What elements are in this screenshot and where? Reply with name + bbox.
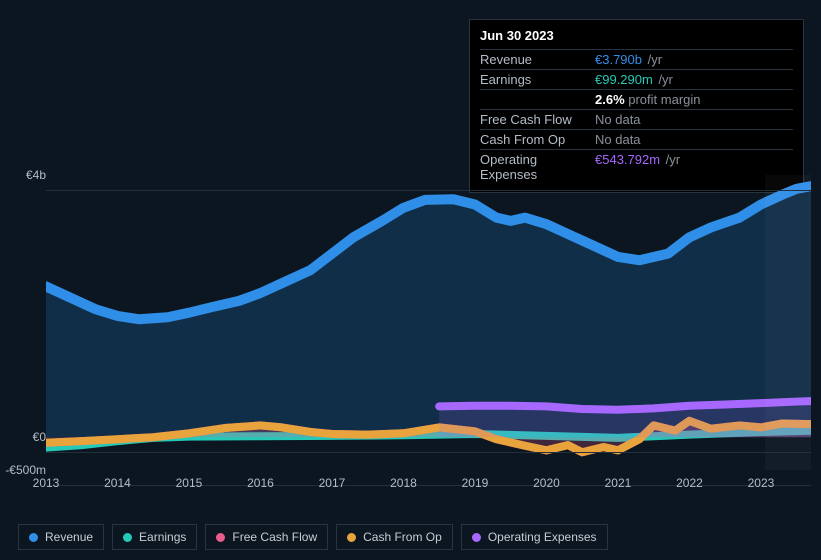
legend-label: Earnings xyxy=(139,530,186,544)
legend-swatch xyxy=(29,533,38,542)
legend-item-operating-expenses[interactable]: Operating Expenses xyxy=(461,524,608,550)
chart-svg xyxy=(46,175,811,470)
tooltip-label: Revenue xyxy=(480,52,595,67)
tooltip-label: Earnings xyxy=(480,72,595,87)
tooltip-value: €99.290m /yr xyxy=(595,72,673,87)
legend-item-revenue[interactable]: Revenue xyxy=(18,524,104,550)
x-tick-label: 2014 xyxy=(104,476,131,490)
x-tick-label: 2020 xyxy=(533,476,560,490)
x-tick-label: 2018 xyxy=(390,476,417,490)
x-tick-label: 2021 xyxy=(605,476,632,490)
legend-label: Free Cash Flow xyxy=(232,530,317,544)
x-tick-label: 2016 xyxy=(247,476,274,490)
forecast-band xyxy=(765,175,811,470)
y-tick-label: €4b xyxy=(26,168,46,182)
legend-label: Revenue xyxy=(45,530,93,544)
x-tick-label: 2023 xyxy=(748,476,775,490)
tooltip-row: 2.6% profit margin xyxy=(480,89,793,109)
x-tick-label: 2017 xyxy=(319,476,346,490)
x-tick-label: 2022 xyxy=(676,476,703,490)
tooltip-label: Free Cash Flow xyxy=(480,112,595,127)
legend-label: Operating Expenses xyxy=(488,530,597,544)
tooltip-row: Revenue€3.790b /yr xyxy=(480,49,793,69)
tooltip-row: Free Cash FlowNo data xyxy=(480,109,793,129)
y-tick-label: -€500m xyxy=(5,463,46,477)
x-tick-label: 2013 xyxy=(33,476,60,490)
legend-item-earnings[interactable]: Earnings xyxy=(112,524,197,550)
legend-swatch xyxy=(472,533,481,542)
tooltip-row: Cash From OpNo data xyxy=(480,129,793,149)
tooltip-value: No data xyxy=(595,132,641,147)
legend-swatch xyxy=(123,533,132,542)
legend-item-free-cash-flow[interactable]: Free Cash Flow xyxy=(205,524,328,550)
tooltip-value: €3.790b /yr xyxy=(595,52,662,67)
x-axis: 2013201420152016201720182019202020212022… xyxy=(46,476,811,492)
legend-swatch xyxy=(347,533,356,542)
legend-item-cash-from-op[interactable]: Cash From Op xyxy=(336,524,453,550)
tooltip-date: Jun 30 2023 xyxy=(480,28,793,49)
x-tick-label: 2019 xyxy=(462,476,489,490)
series-area-revenue xyxy=(46,186,811,437)
y-tick-label: €0 xyxy=(33,430,46,444)
x-tick-label: 2015 xyxy=(176,476,203,490)
tooltip-label: Cash From Op xyxy=(480,132,595,147)
legend-label: Cash From Op xyxy=(363,530,442,544)
financials-chart[interactable]: 2013 2014 2015 2016 2017 2018 2019 2020 2021 2022… xyxy=(18,160,821,510)
tooltip-value: No data xyxy=(595,112,641,127)
legend-swatch xyxy=(216,533,225,542)
tooltip-row: Earnings€99.290m /yr xyxy=(480,69,793,89)
chart-legend: Revenue Earnings Free Cash Flow Cash From O… xyxy=(18,524,803,550)
